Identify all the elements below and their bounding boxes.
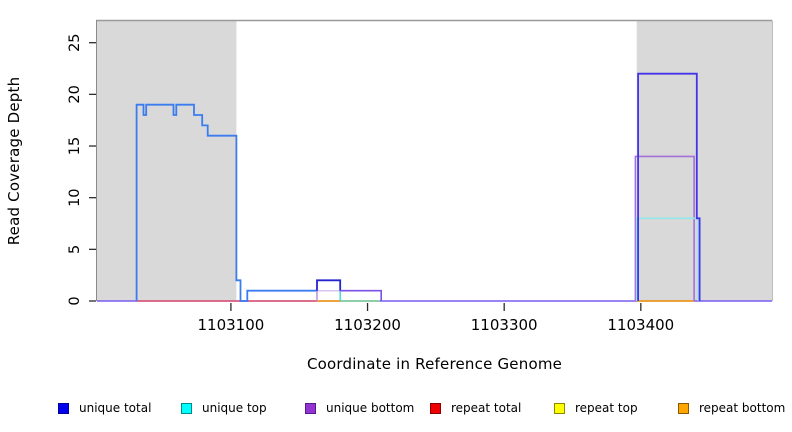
legend-item-unique-total: unique total	[58, 399, 151, 417]
x-tick-label: 1103300	[471, 316, 538, 334]
x-tick-label: 1103400	[607, 316, 674, 334]
legend-label-repeat-top: repeat top	[575, 401, 638, 415]
x-axis-title: Coordinate in Reference Genome	[306, 355, 563, 373]
y-tick-label: 20	[67, 85, 83, 103]
legend-swatch-repeat-top	[554, 402, 565, 414]
y-tick-label: 15	[67, 137, 83, 155]
y-axis: 0 5 10 15 20 25	[67, 33, 96, 306]
legend-item-unique-bottom: unique bottom	[305, 399, 414, 417]
unique-bottom-mid	[340, 289, 383, 301]
legend-swatch-unique-bottom	[305, 402, 316, 414]
legend-label-unique-total: unique total	[79, 401, 152, 415]
unique-top-right	[635, 217, 700, 301]
y-tick-label: 5	[67, 245, 83, 254]
legend: unique total unique top unique bottom repea…	[0, 399, 792, 423]
legend-label-repeat-bottom: repeat bottom	[699, 401, 786, 415]
left-repeat-region	[97, 20, 237, 301]
unique-total-mid-box	[316, 279, 342, 291]
unique-total-left	[135, 103, 317, 302]
y-tick-label: 0	[67, 296, 83, 305]
legend-swatch-repeat-total	[430, 402, 441, 414]
coverage-lines	[135, 72, 701, 302]
x-tick-label: 1103200	[334, 316, 401, 334]
legend-label-unique-bottom: unique bottom	[326, 401, 415, 415]
legend-label-repeat-total: repeat total	[451, 401, 522, 415]
unique-total-right	[637, 72, 701, 301]
x-tick-label: 1103100	[198, 316, 265, 334]
right-repeat-region	[636, 20, 772, 301]
legend-item-repeat-total: repeat total	[430, 399, 521, 417]
legend-label-unique-top: unique top	[202, 401, 267, 415]
plot-border	[96, 19, 773, 301]
legend-swatch-unique-top	[181, 402, 192, 414]
shaded-regions	[97, 20, 772, 301]
legend-item-unique-top: unique top	[181, 399, 267, 417]
y-tick-label: 25	[67, 33, 83, 51]
y-axis-title: Read Coverage Depth	[5, 76, 23, 246]
legend-item-repeat-bottom: repeat bottom	[678, 399, 785, 417]
legend-swatch-repeat-bottom	[678, 402, 689, 414]
y-tick-label: 10	[67, 188, 83, 206]
legend-item-repeat-top: repeat top	[554, 399, 638, 417]
legend-swatch-unique-total	[58, 402, 69, 414]
unique-bottom-right	[634, 155, 695, 301]
x-axis: 1103100 1103200 1103300 1103400	[198, 303, 674, 334]
